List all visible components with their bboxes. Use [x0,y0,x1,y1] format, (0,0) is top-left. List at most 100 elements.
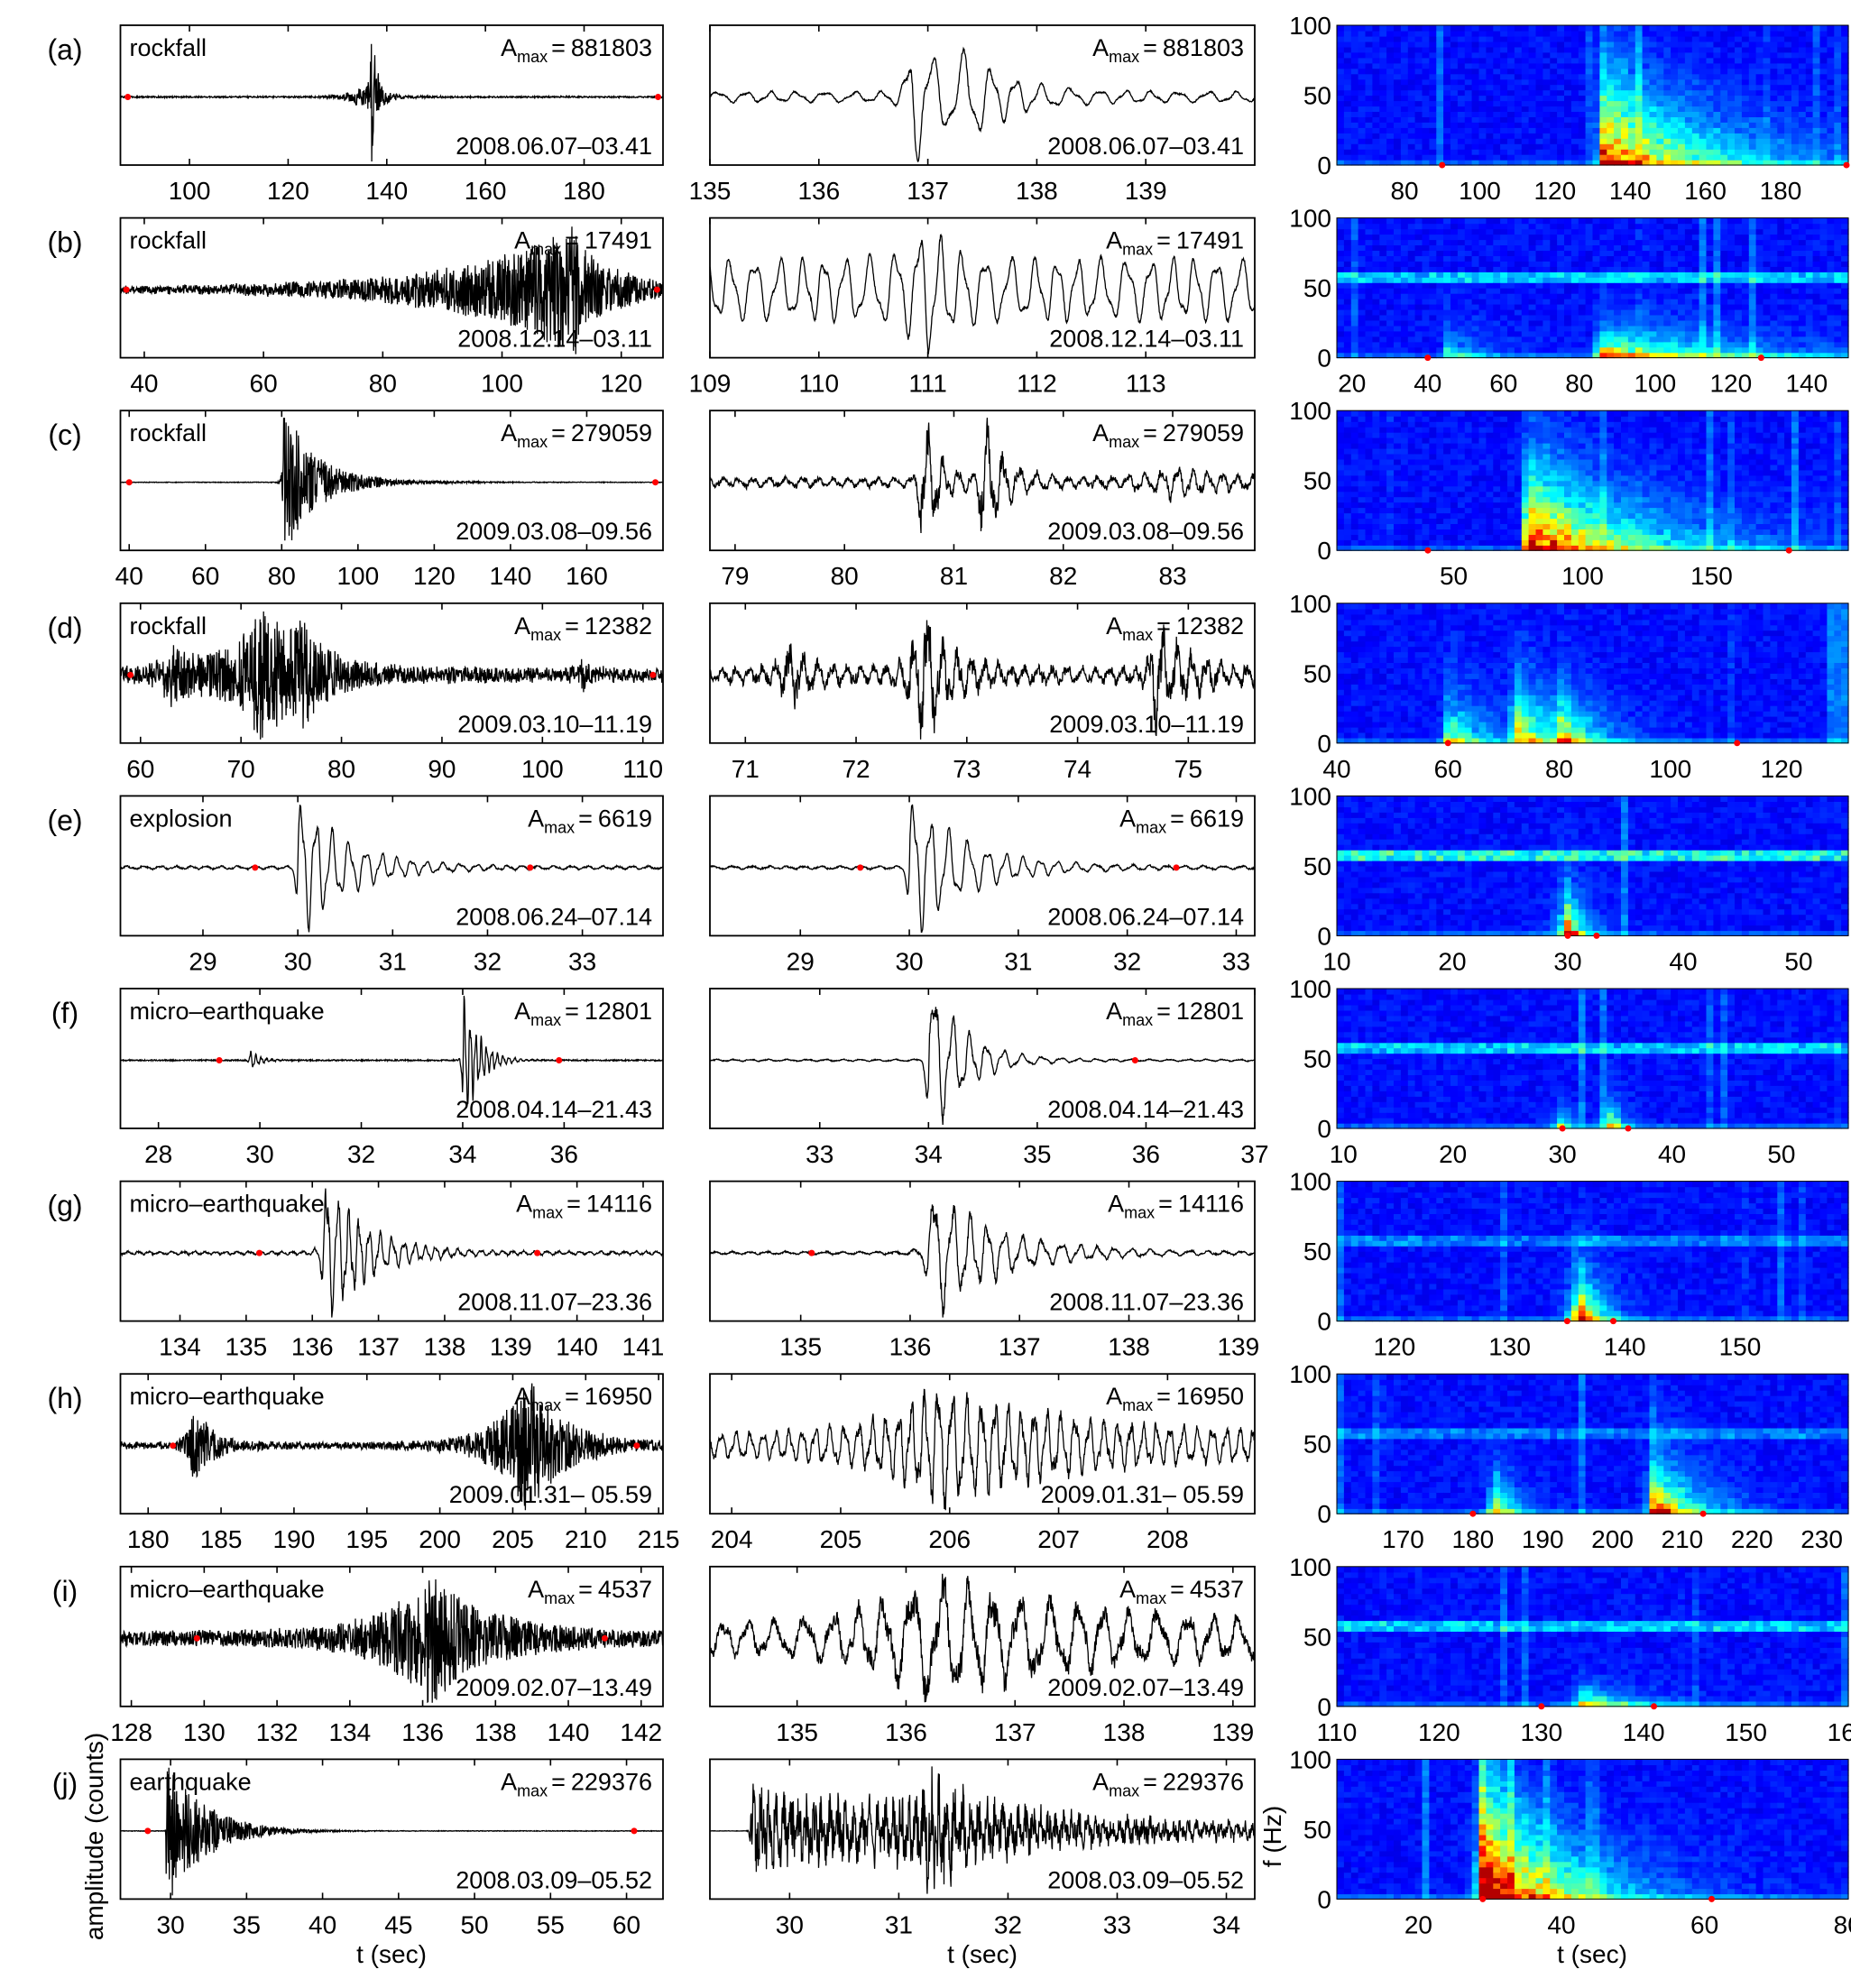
spectrogram-cell [1756,90,1764,97]
spectrogram-cell [1586,69,1594,75]
spectrogram-cell [1621,315,1629,321]
spectrogram-cell [1423,218,1431,225]
spectrogram-cell [1720,272,1728,278]
spectrogram-cell [1542,58,1551,64]
spectrogram-cell [1735,36,1743,42]
spectrogram-cell [1586,79,1594,86]
spectrogram-cell [1394,25,1402,32]
spectrogram-cell [1784,299,1792,305]
spectrogram-cell [1401,320,1409,327]
spectrogram-cell [1529,235,1537,241]
spectrogram-cell [1599,58,1607,64]
spectrogram-cell [1344,127,1352,133]
spectrogram-cell [1337,111,1345,117]
spectrogram-cell [1372,52,1380,59]
spectrogram-cell [1579,288,1587,294]
spectrogram-cell [1777,309,1785,316]
spectrogram-cell [1656,96,1664,102]
spectrogram-cell [1692,235,1700,241]
spectrogram-cell [1770,320,1778,327]
y-tick-label: 50 [1303,82,1331,110]
spectrogram-cell [1458,224,1466,230]
spectrogram-cell [1571,224,1579,230]
spectrogram-cell [1386,293,1395,299]
spectrogram-cell [1650,101,1658,107]
spectrogram-cell [1621,250,1629,256]
spectrogram-cell [1621,36,1629,42]
spectrogram-cell [1777,320,1785,327]
spectrogram-cell [1571,47,1579,53]
spectrogram-cell [1764,79,1772,86]
spectrogram-cell [1358,138,1367,144]
spectrogram-cell [1479,154,1487,161]
spectrogram-cell [1764,133,1772,139]
spectrogram-cell [1542,31,1551,37]
spectrogram-cell [1720,143,1728,150]
spectrogram-cell [1685,272,1693,278]
spectrogram-cell [1720,63,1728,69]
spectrogram-cell [1791,127,1800,133]
spectrogram-cell [1486,154,1494,161]
spectrogram-cell [1366,315,1374,321]
spectrogram-cell [1827,96,1835,102]
spectrogram-cell [1791,58,1800,64]
spectrogram-cell [1692,336,1700,343]
spectrogram-cell [1386,52,1395,59]
spectrogram-cell [1372,326,1380,332]
spectrogram-cell [1784,74,1792,80]
spectrogram-cell [1408,272,1416,278]
spectrogram-cell [1799,90,1807,97]
spectrogram-cell [1643,149,1651,155]
spectrogram-cell [1529,41,1537,48]
spectrogram-cell [1401,304,1409,310]
spectrogram-cell [1742,143,1750,150]
spectrogram-cell [1607,96,1615,102]
spectrogram-cell [1671,52,1679,59]
spectrogram-cell [1820,250,1828,256]
spectrogram-cell [1386,79,1395,86]
spectrogram-cell [1507,304,1515,310]
spectrogram-cell [1770,127,1778,133]
spectrogram-cell [1379,133,1387,139]
spectrogram-cell [1486,235,1494,241]
spectrogram-cell [1827,331,1835,337]
spectrogram-cell [1827,127,1835,133]
spectrogram-cell [1458,320,1466,327]
spectrogram-cell [1472,304,1480,310]
spectrogram-cell [1656,250,1664,256]
spectrogram-cell [1493,63,1501,69]
spectrogram-cell [1564,127,1572,133]
spectrogram-cell [1500,342,1508,348]
spectrogram-cell [1472,47,1480,53]
spectrogram-cell [1586,90,1594,97]
spectrogram-cell [1550,342,1558,348]
spectrogram-cell [1529,255,1537,262]
spectrogram-cell [1436,326,1444,332]
spectrogram-cell [1372,331,1380,337]
spectrogram-cell [1564,331,1572,337]
spectrogram-cell [1564,74,1572,80]
spectrogram-cell [1685,58,1693,64]
spectrogram-cell [1692,224,1700,230]
spectrogram-cell [1529,331,1537,337]
spectrogram-cell [1472,52,1480,59]
spectrogram-cell [1379,320,1387,327]
spectrogram-cell [1458,149,1466,155]
spectrogram-cell [1557,288,1565,294]
spectrogram-cell [1643,133,1651,139]
spectrogram-cell [1486,320,1494,327]
spectrogram-cell [1394,41,1402,48]
spectrogram-cell [1372,133,1380,139]
spectrogram-cell [1607,288,1615,294]
spectrogram-cell [1656,342,1664,348]
spectrogram-cell [1586,36,1594,42]
spectrogram-cell [1500,326,1508,332]
spectrogram-cell [1344,36,1352,42]
spectrogram-cell [1599,277,1607,283]
spectrogram-cell [1713,25,1721,32]
spectrogram-cell [1841,250,1849,256]
spectrogram-cell [1386,326,1395,332]
spectrogram-cell [1692,288,1700,294]
spectrogram-cell [1735,31,1743,37]
spectrogram-cell [1408,288,1416,294]
